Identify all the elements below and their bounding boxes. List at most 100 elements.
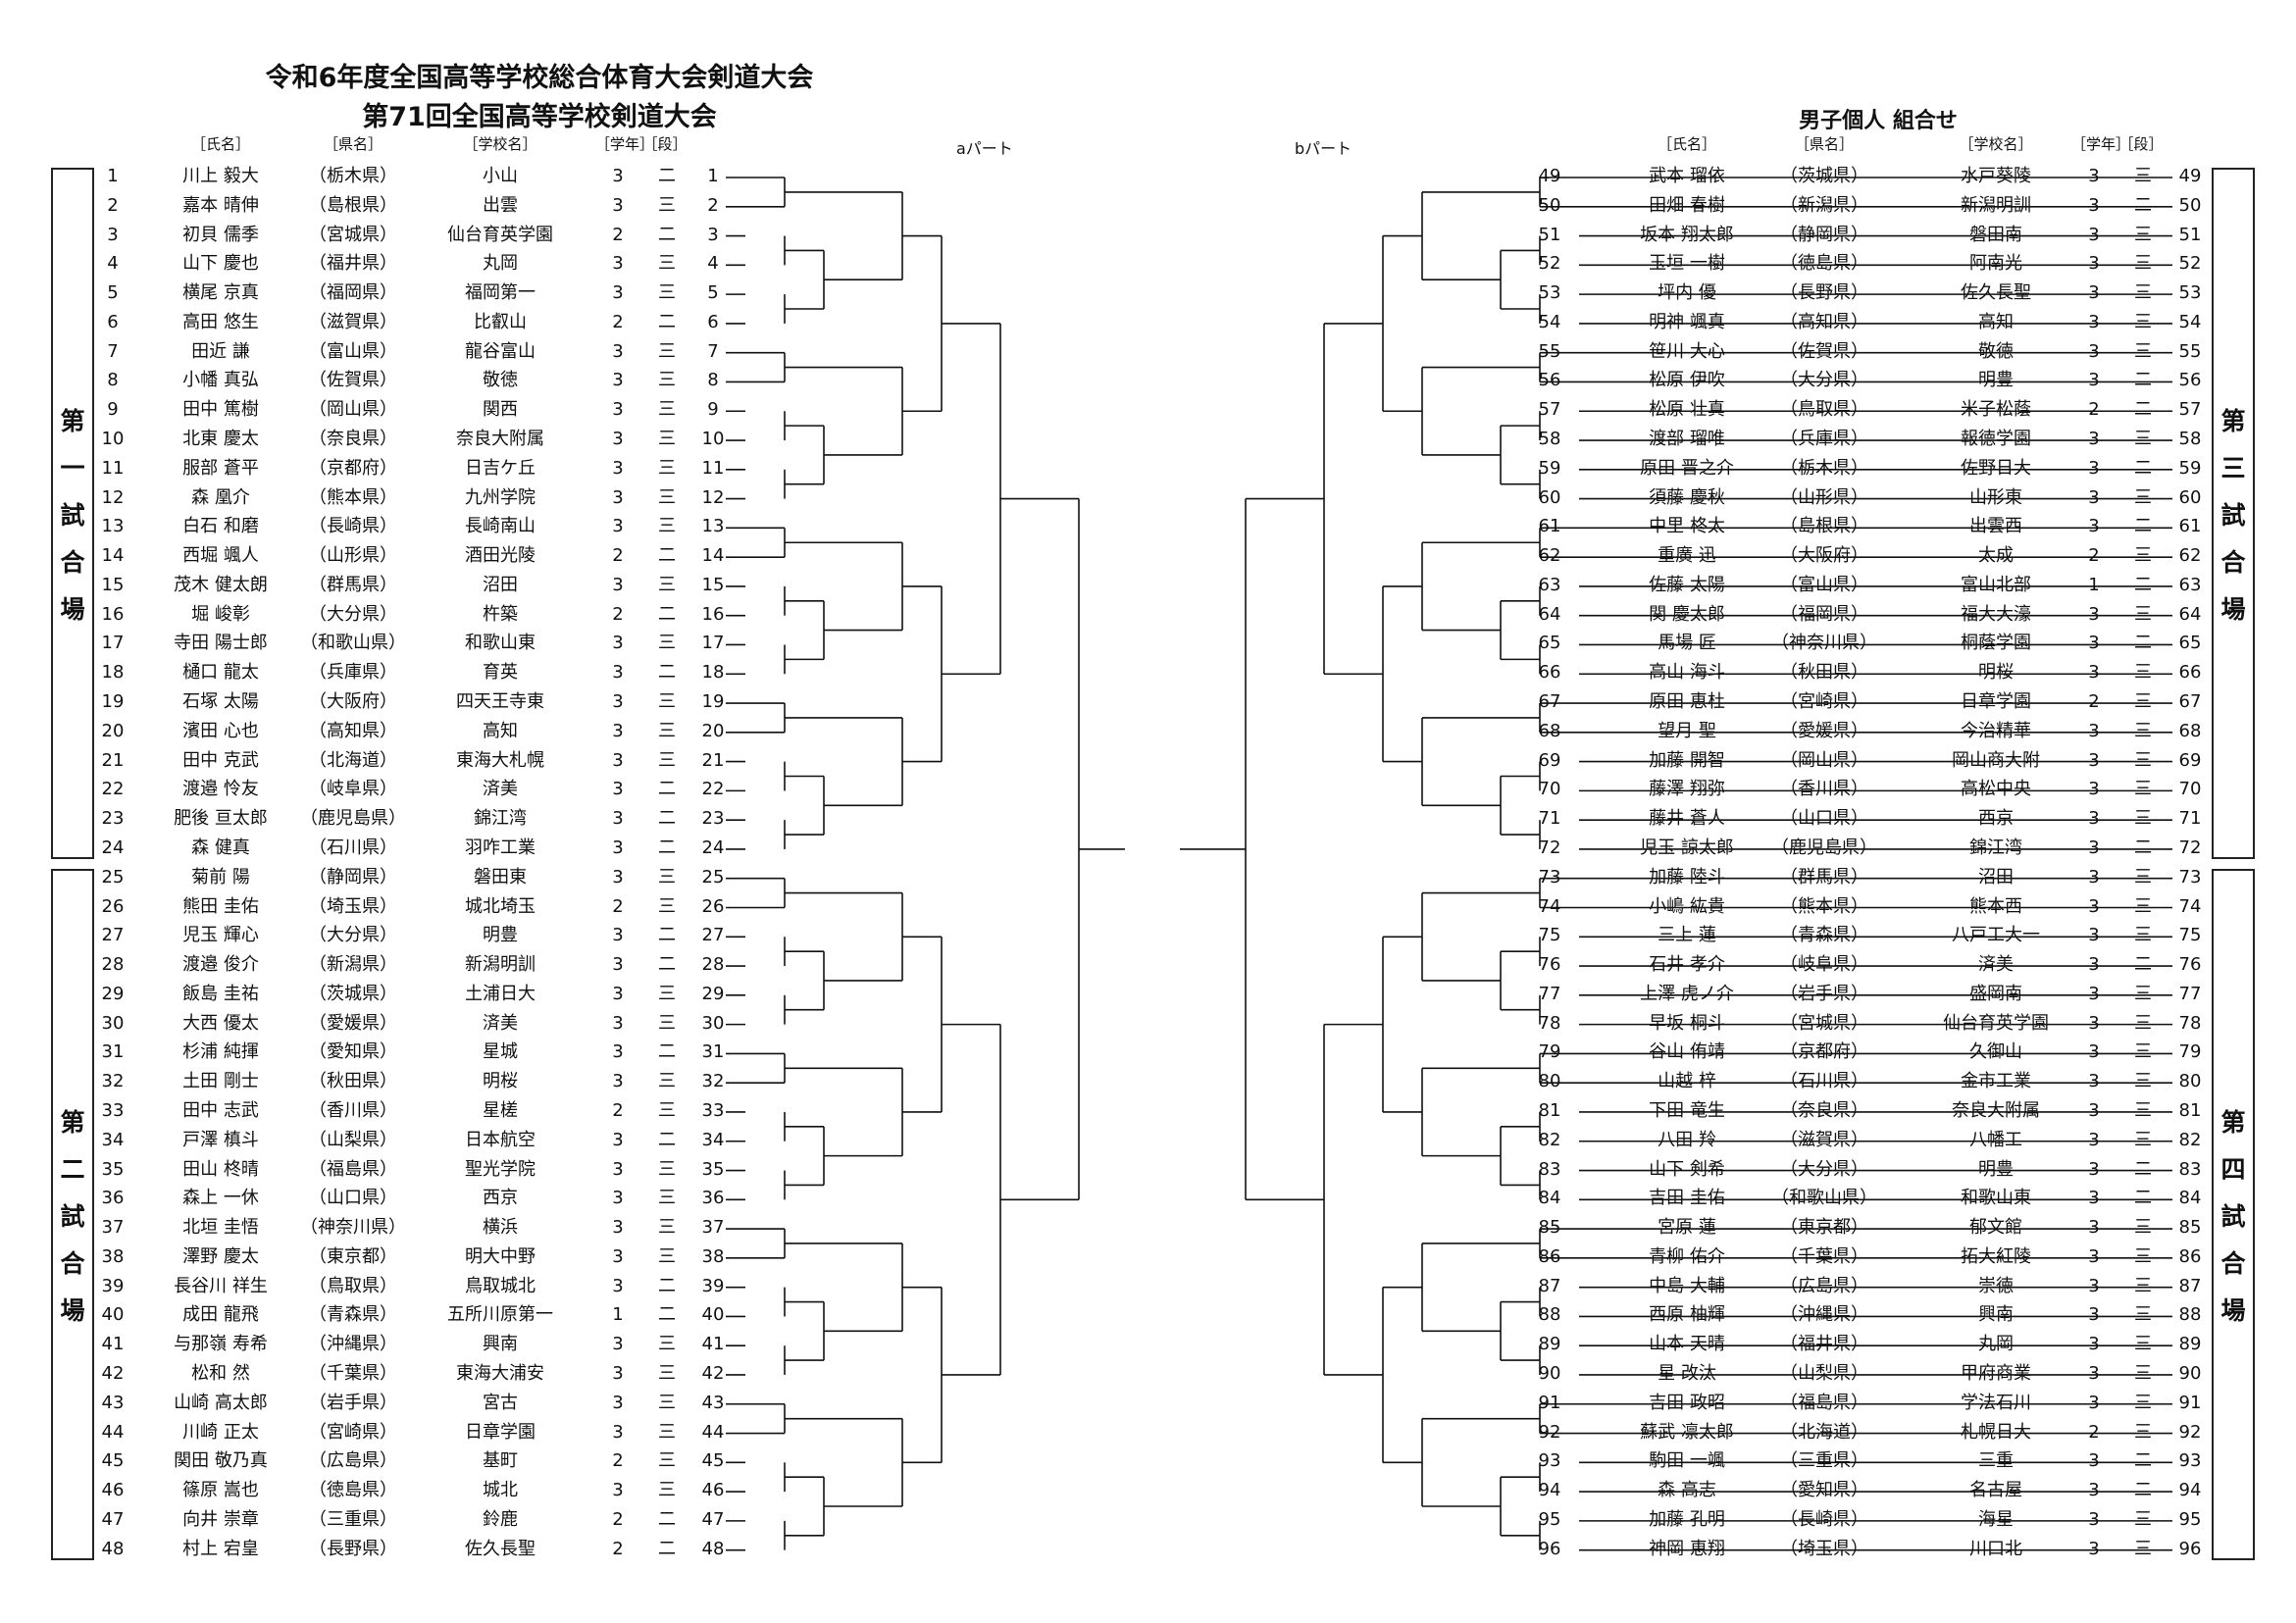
- entry-no: 78: [1538, 1012, 1561, 1034]
- entry-school: 九州学院: [465, 486, 536, 508]
- venue-label-char: 合: [2220, 548, 2246, 578]
- entry-school: 和歌山東: [465, 633, 536, 654]
- entry-dan: 二: [2134, 457, 2152, 479]
- venue-box: 第一試合場: [51, 168, 94, 859]
- bracket-slot-number: 78: [2178, 1012, 2202, 1034]
- entry-grade: 3: [2088, 253, 2100, 275]
- bracket-slot-number: 76: [2178, 954, 2202, 976]
- entry-no: 35: [101, 1158, 125, 1180]
- entry-pref: （愛知県）: [309, 1041, 397, 1063]
- entry-dan: 三: [658, 1421, 676, 1443]
- entry-no: 37: [101, 1217, 125, 1239]
- entry-no: 1: [107, 166, 119, 186]
- entry-school: 郁文館: [1969, 1217, 2022, 1239]
- entry-dan: 二: [658, 603, 676, 625]
- entry-pref: （石川県）: [1780, 1071, 1868, 1092]
- entry-grade: 3: [612, 1480, 624, 1501]
- bracket-slot-number: 6: [707, 311, 719, 332]
- entry-school: 出雲: [483, 194, 518, 216]
- entry-no: 74: [1538, 895, 1561, 917]
- entry-pref: （神奈川県）: [300, 1217, 406, 1239]
- entry-name: 重廣 迅: [1658, 545, 1716, 567]
- entry-school: 新潟明訓: [465, 954, 536, 976]
- entry-pref: （奈良県）: [1780, 1099, 1868, 1121]
- entry-grade: 3: [2088, 779, 2100, 800]
- entry-school: 報徳学園: [1961, 429, 2031, 450]
- entry-dan: 三: [2134, 1099, 2152, 1121]
- entry-no: 11: [101, 457, 125, 479]
- header-dan: ［段］: [2118, 135, 2164, 153]
- entry-no: 15: [101, 574, 125, 595]
- bracket-slot-number: 65: [2178, 633, 2202, 654]
- entry-pref: （高知県）: [309, 720, 397, 741]
- entry-grade: 3: [612, 720, 624, 741]
- entry-pref: （大分県）: [1780, 370, 1868, 391]
- venue-label-char: 第: [2220, 1108, 2246, 1138]
- entry-no: 40: [101, 1304, 125, 1326]
- entry-name: 八田 羚: [1658, 1129, 1716, 1150]
- header-grade: ［学年］: [2071, 135, 2131, 153]
- entry-dan: 二: [2134, 1188, 2152, 1209]
- entry-pref: （栃木県）: [309, 166, 397, 186]
- entry-dan: 二: [658, 1508, 676, 1530]
- bracket-slot-number: 87: [2178, 1275, 2202, 1296]
- entry-name: 澤野 慶太: [182, 1245, 259, 1267]
- entry-name: 白石 和磨: [182, 516, 259, 537]
- entry-no: 51: [1538, 224, 1561, 245]
- entry-school: 土浦日大: [465, 983, 536, 1004]
- entry-no: 77: [1538, 983, 1561, 1004]
- bracket-slot-number: 80: [2178, 1071, 2202, 1092]
- entry-name: 関田 敬乃真: [174, 1450, 268, 1472]
- entry-pref: （長崎県）: [1780, 1508, 1868, 1530]
- entry-school: 沼田: [1978, 866, 2014, 888]
- entry-dan: 三: [658, 340, 676, 362]
- entry-school: 鈴鹿: [483, 1508, 518, 1530]
- entry-name: 山本 天晴: [1649, 1334, 1725, 1355]
- entry-pref: （熊本県）: [1780, 895, 1868, 917]
- entry-pref: （静岡県）: [1780, 224, 1868, 245]
- entry-school: 横浜: [483, 1217, 518, 1239]
- bracket-slot-number: 90: [2178, 1362, 2202, 1384]
- entry-name: 田中 篤樹: [182, 399, 259, 421]
- entry-school: 明豊: [1978, 370, 2014, 391]
- entry-dan: 三: [2134, 1421, 2152, 1443]
- entry-name: 加藤 陸斗: [1649, 866, 1725, 888]
- entry-pref: （東京都）: [309, 1245, 397, 1267]
- entry-name: 明神 颯真: [1649, 311, 1725, 332]
- entry-school: 西京: [1978, 808, 2014, 830]
- bracket-slot-number: 1: [707, 166, 719, 186]
- entry-school: 鳥取城北: [465, 1275, 536, 1296]
- entry-no: 70: [1538, 779, 1561, 800]
- entry-dan: 三: [658, 1362, 676, 1384]
- entry-pref: （宮城県）: [309, 224, 397, 245]
- bracket-slot-number: 70: [2178, 779, 2202, 800]
- entry-pref: （千葉県）: [1780, 1245, 1868, 1267]
- entry-name: 田畑 春樹: [1649, 194, 1725, 216]
- entry-pref: （山口県）: [309, 1188, 397, 1209]
- bracket-slot-number: 34: [701, 1129, 725, 1150]
- entry-no: 41: [101, 1334, 125, 1355]
- entry-pref: （山口県）: [1780, 808, 1868, 830]
- entry-name: 熊田 圭佑: [182, 895, 259, 917]
- entry-no: 75: [1538, 925, 1561, 946]
- entry-grade: 2: [612, 603, 624, 625]
- bracket-slot-number: 79: [2178, 1041, 2202, 1063]
- entry-no: 71: [1538, 808, 1561, 830]
- entry-grade: 3: [2088, 1392, 2100, 1413]
- entry-name: 加藤 孔明: [1649, 1508, 1725, 1530]
- bracket-slot-number: 73: [2178, 866, 2202, 888]
- entry-pref: （徳島県）: [1780, 253, 1868, 275]
- venue-label-char: 合: [60, 1249, 85, 1279]
- entry-school: 基町: [483, 1450, 518, 1472]
- bracket-slot-number: 50: [2178, 194, 2202, 216]
- entry-name: 須藤 慶秋: [1649, 486, 1725, 508]
- entry-no: 21: [101, 749, 125, 771]
- entry-pref: （和歌山県）: [300, 633, 406, 654]
- entry-grade: 3: [2088, 1217, 2100, 1239]
- bracket-slot-number: 45: [701, 1450, 725, 1472]
- entry-grade: 3: [612, 1392, 624, 1413]
- entry-no: 12: [101, 486, 125, 508]
- entry-no: 64: [1538, 603, 1561, 625]
- entry-dan: 三: [658, 1450, 676, 1472]
- entry-grade: 3: [2088, 1450, 2100, 1472]
